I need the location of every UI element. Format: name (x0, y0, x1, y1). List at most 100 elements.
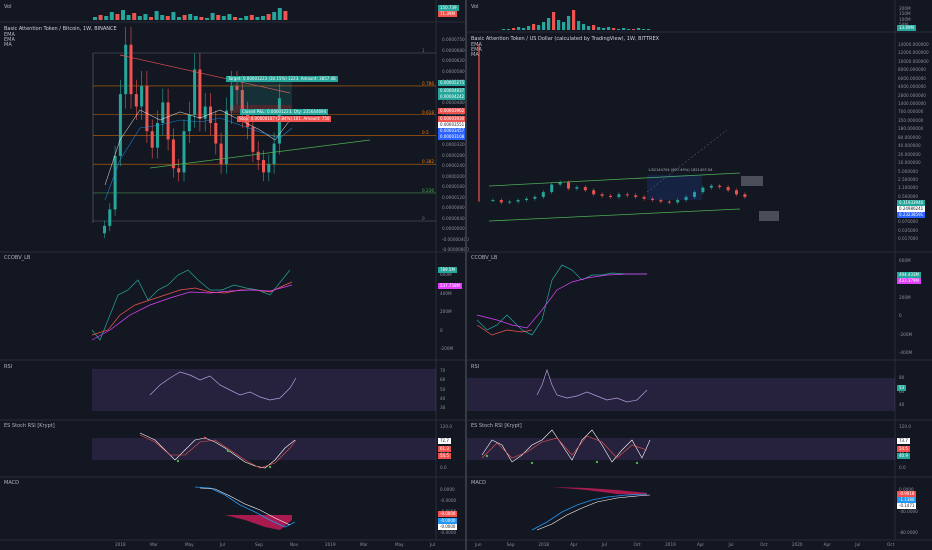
center-divider[interactable] (465, 0, 467, 550)
left-ccobv-axis-tick-0: 600M (440, 272, 452, 277)
right-price-axis-tick-10: 180.000000 (898, 126, 924, 132)
left-candle-body-4 (124, 44, 128, 95)
left-candle-body-2 (113, 155, 117, 210)
right-time-axis-tick-4: Jul (601, 542, 607, 547)
left-candle-body-29 (256, 151, 260, 161)
left-rsi-axis-tick-2: 50 (440, 386, 446, 392)
left-price-axis-tick-18: 0.00000000 (442, 226, 468, 231)
right-time-axis-tick-6: 2019 (665, 542, 676, 547)
right-volume-bar-1 (507, 29, 511, 30)
right-ccobv-axis-tick-5: -400M (899, 350, 913, 355)
right-indicator-ema-2[interactable]: EMA (471, 47, 482, 53)
left-volume-bar-17 (188, 14, 193, 20)
right-chart[interactable]: Vol 200M150M100M50M 13.89M Basic Attenti… (467, 0, 932, 550)
left-rsi-line (149, 371, 297, 401)
left-volume-bar-22 (216, 15, 221, 20)
right-candle-body-26 (701, 187, 705, 193)
right-price-axis-tick-17: 1.100000 (898, 185, 918, 191)
right-rsi-axis-tick-2: 40 (899, 402, 905, 407)
left-indicator-ema-2[interactable]: EMA (4, 37, 15, 43)
right-candle-body-13 (592, 190, 596, 195)
left-stoch-signal-dot-2 (268, 465, 272, 469)
right-macd-axis-tick-1: -40.0000 (899, 508, 918, 514)
right-range-annotation: 1.82140704 (607.49%) 1821407.04 (648, 168, 713, 172)
left-candle-body-8 (145, 85, 149, 132)
right-price-axis-tick-12: 40.000000 (898, 143, 921, 149)
left-rsi-axis-tick-1: 60 (440, 377, 446, 383)
left-macd-signal (199, 487, 291, 526)
right-time-axis-tick-9: Oct (760, 542, 768, 547)
right-candle-body-9 (558, 182, 562, 185)
right-volume-bar-4 (522, 28, 526, 30)
left-time-axis-tick-8: May (395, 542, 404, 547)
left-indicator-ema-1[interactable]: EMA (4, 32, 15, 38)
left-candle-body-18 (198, 69, 202, 119)
left-indicator-ma[interactable]: MA (4, 42, 12, 48)
left-volume-bar-1 (98, 15, 103, 20)
left-candle-body-21 (214, 122, 218, 144)
left-volume-bar-15 (177, 17, 181, 20)
left-price-axis-tick-16: 0.00000800 (442, 205, 468, 210)
right-volume-bar-8 (542, 22, 546, 30)
right-price-badge-1: 0.31933946 (897, 200, 926, 206)
left-time-axis-tick-4: Sep (255, 542, 263, 547)
right-price-badge-3: 0.23238591 (897, 212, 926, 218)
left-stop-label: Stop: 0.00000107 (2.84%) 101, Amount: 75… (237, 116, 332, 122)
right-ccobv-label: CCOBV_LB (471, 255, 498, 261)
right-macd-axis-tick-0: 0.0000 (899, 487, 914, 492)
right-volume-bar-11 (557, 20, 561, 30)
left-stoch-badge-1: 72.7 (438, 438, 451, 444)
right-volume-bar-25 (627, 29, 631, 30)
right-price-axis-tick-2: 10000.000000 (898, 58, 929, 64)
right-stoch-signal-dot-3 (635, 461, 639, 465)
left-ccobv-label: CCOBV_LB (4, 255, 31, 261)
right-price-axis-tick-1: 12000.000000 (898, 50, 929, 56)
left-position-target-zone (230, 82, 292, 105)
left-chart[interactable]: Vol 150.739 71.39M Basic Attention Token… (0, 0, 469, 550)
left-volume-bar-23 (221, 16, 226, 20)
right-price-axis-tick-8: 700.000000 (898, 109, 924, 115)
left-candle-body-30 (262, 160, 265, 173)
right-vol-label: Vol (471, 4, 479, 10)
right-rsi-badge: 53 (897, 385, 907, 391)
right-volume-bar-9 (547, 18, 551, 30)
right-note-box-1 (741, 176, 763, 186)
left-rsi-axis-tick-3: 40 (440, 395, 446, 401)
left-time-axis-tick-6: 2019 (325, 542, 336, 547)
right-candle-body-31 (743, 194, 747, 197)
left-candle-body-13 (171, 139, 175, 169)
right-price-axis-tick-4: 6000.000000 (898, 75, 926, 81)
left-candle-body-11 (161, 102, 165, 123)
left-candle-body-10 (156, 122, 159, 148)
left-volume-bar-8 (137, 16, 142, 20)
left-rsi-label: RSI (4, 364, 13, 370)
left-time-axis-tick-1: Mar (150, 542, 158, 547)
left-time-axis-tick-0: 2018 (115, 542, 126, 547)
right-volume-bar-3 (517, 27, 521, 30)
right-time-axis-tick-3: Apr (570, 542, 578, 547)
right-vol-axis-tick-0: 200M (899, 6, 911, 11)
left-price-badge-0: 0.00005275 (438, 80, 467, 86)
left-closed-label: Closed P&L: 0.00001223, Qty: 235644694 (240, 109, 329, 115)
right-indicator-ema-1[interactable]: EMA (471, 42, 482, 48)
right-price-axis-tick-11: 80.000000 (898, 134, 921, 140)
right-volume-bar-26 (632, 29, 636, 30)
left-volume-bar-9 (143, 14, 148, 20)
right-stoch-badge-2: 54.5 (897, 446, 910, 452)
left-macd-badge-2: -0.0000 (438, 518, 458, 524)
right-volume-bar-23 (617, 29, 621, 30)
left-volume-bar-7 (132, 13, 137, 20)
right-price-axis-tick-9: 350.000000 (898, 117, 924, 123)
right-macd-line (531, 493, 648, 531)
right-indicator-ma[interactable]: MA (471, 52, 479, 58)
right-stoch-signal-dot-1 (530, 461, 534, 465)
left-candle-body-23 (224, 110, 228, 165)
right-candle-body-27 (709, 185, 713, 188)
left-candle-body-15 (182, 131, 186, 173)
right-price-axis-tick-18: 0.560000 (898, 193, 918, 199)
right-candle-body-14 (600, 194, 604, 196)
left-candle-body-22 (219, 143, 223, 165)
left-stoch-signal-dot-1 (226, 449, 230, 453)
right-projection-line (646, 129, 728, 193)
left-ccobv-ma (91, 284, 293, 341)
